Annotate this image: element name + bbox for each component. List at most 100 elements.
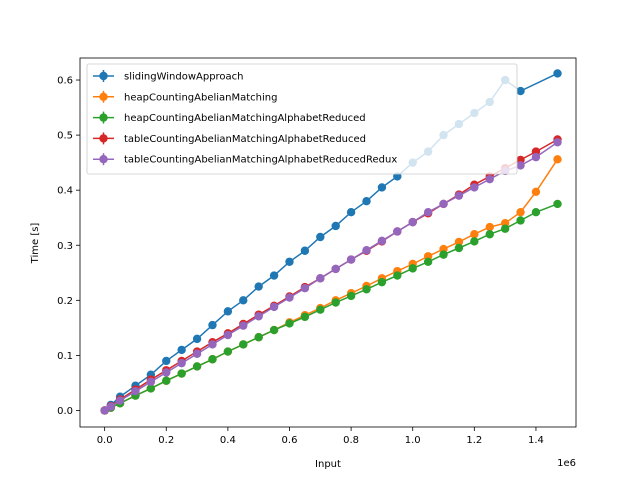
- data-point: [146, 377, 156, 387]
- data-point: [408, 264, 417, 273]
- data-point: [470, 237, 479, 246]
- data-point: [470, 230, 479, 239]
- legend-label: tableCountingAbelianMatchingAlphabetRedu…: [124, 155, 397, 166]
- y-tick-label: 0.4: [57, 186, 73, 197]
- data-point: [346, 208, 356, 217]
- legend-item: heapCountingAbelianMatching: [93, 90, 277, 103]
- x-tick-label: 0.6: [282, 435, 298, 446]
- data-point: [362, 285, 371, 294]
- x-tick-label: 1.0: [405, 435, 421, 446]
- data-point: [393, 227, 402, 236]
- legend-label: tableCountingAbelianMatchingAlphabetRedu…: [124, 134, 366, 145]
- x-tick-label: 0.8: [343, 435, 359, 446]
- data-point: [454, 243, 464, 253]
- data-point: [177, 369, 186, 378]
- data-point: [269, 302, 279, 312]
- data-point: [162, 368, 171, 377]
- data-point: [300, 246, 310, 255]
- data-point: [531, 152, 541, 162]
- data-point: [377, 236, 387, 246]
- data-point: [316, 274, 325, 283]
- data-point: [316, 305, 325, 314]
- legend-label: slidingWindowApproach: [124, 72, 244, 83]
- data-point: [485, 174, 494, 184]
- x-tick-label: 1.4: [528, 435, 544, 446]
- data-point: [162, 376, 171, 385]
- y-tick-label: 0.2: [57, 296, 73, 307]
- data-point: [192, 334, 202, 344]
- y-axis: 0.0 0.1 0.2 0.3 0.4 0.5 0.6: [57, 76, 80, 417]
- data-point: [208, 355, 217, 364]
- series-layer: [100, 69, 562, 415]
- data-point: [377, 183, 387, 192]
- legend-item: heapCountingAbelianMatchingAlphabetReduc…: [93, 111, 366, 124]
- data-point: [300, 284, 310, 293]
- y-tick-label: 0.5: [57, 131, 73, 142]
- data-point: [131, 387, 140, 396]
- legend-item: tableCountingAbelianMatchingAlphabetRedu…: [93, 132, 366, 145]
- legend-label: heapCountingAbelianMatching: [124, 92, 277, 103]
- data-point: [439, 199, 448, 209]
- data-point: [516, 161, 525, 170]
- x-axis-offset-label: 1e6: [557, 458, 576, 469]
- series-5: [100, 138, 562, 415]
- legend-marker: [99, 155, 108, 164]
- data-point: [485, 222, 494, 232]
- data-point: [254, 282, 263, 291]
- data-point: [362, 246, 371, 255]
- data-point: [346, 255, 356, 264]
- y-tick-label: 0.6: [57, 76, 73, 87]
- data-point: [239, 321, 248, 330]
- legend-box: [86, 63, 518, 175]
- data-point: [223, 330, 233, 340]
- data-point: [100, 406, 109, 415]
- x-tick-label: 0.2: [158, 435, 174, 446]
- data-point: [346, 291, 356, 301]
- x-axis-label: Input: [315, 459, 341, 470]
- data-point: [516, 86, 525, 96]
- x-tick-label: 0.4: [220, 435, 236, 446]
- data-point: [454, 191, 464, 200]
- data-point: [192, 349, 202, 358]
- data-point: [362, 196, 371, 206]
- data-point: [553, 199, 562, 209]
- data-point: [454, 237, 464, 247]
- data-point: [239, 340, 248, 349]
- y-axis-label: Time [s]: [30, 223, 41, 265]
- data-point: [285, 293, 294, 302]
- data-point: [192, 362, 202, 371]
- data-point: [177, 345, 186, 355]
- x-axis: 0.0 0.2 0.4 0.6 0.8 1.0 1.2 1.4: [97, 427, 544, 446]
- data-point: [331, 221, 340, 231]
- y-tick-label: 0.1: [57, 351, 73, 362]
- data-point: [300, 312, 310, 322]
- data-point: [423, 257, 433, 266]
- data-point: [269, 271, 279, 280]
- legend-marker: [99, 134, 108, 143]
- data-point: [146, 384, 156, 393]
- legend-item: slidingWindowApproach: [93, 70, 244, 83]
- data-point: [316, 232, 325, 242]
- data-point: [553, 69, 562, 78]
- data-point: [223, 307, 233, 316]
- data-point: [223, 347, 233, 356]
- data-point: [423, 208, 433, 217]
- y-tick-label: 0.0: [57, 406, 73, 417]
- data-point: [269, 325, 279, 335]
- legend: slidingWindowApproach heapCountingAbelian…: [86, 63, 518, 175]
- legend-item: tableCountingAbelianMatchingAlphabetRedu…: [93, 153, 397, 166]
- data-point: [516, 208, 525, 217]
- data-point: [331, 264, 340, 274]
- data-point: [470, 183, 479, 192]
- x-tick-label: 0.0: [97, 435, 113, 446]
- data-point: [115, 396, 125, 405]
- plot-frame: [79, 57, 577, 428]
- x-tick-label: 1.2: [466, 435, 482, 446]
- data-point: [500, 224, 510, 233]
- data-point: [162, 356, 171, 366]
- data-point: [254, 312, 263, 321]
- data-point: [553, 155, 562, 164]
- data-point: [331, 298, 340, 307]
- legend-marker: [99, 92, 108, 102]
- y-tick-label: 0.3: [57, 241, 73, 252]
